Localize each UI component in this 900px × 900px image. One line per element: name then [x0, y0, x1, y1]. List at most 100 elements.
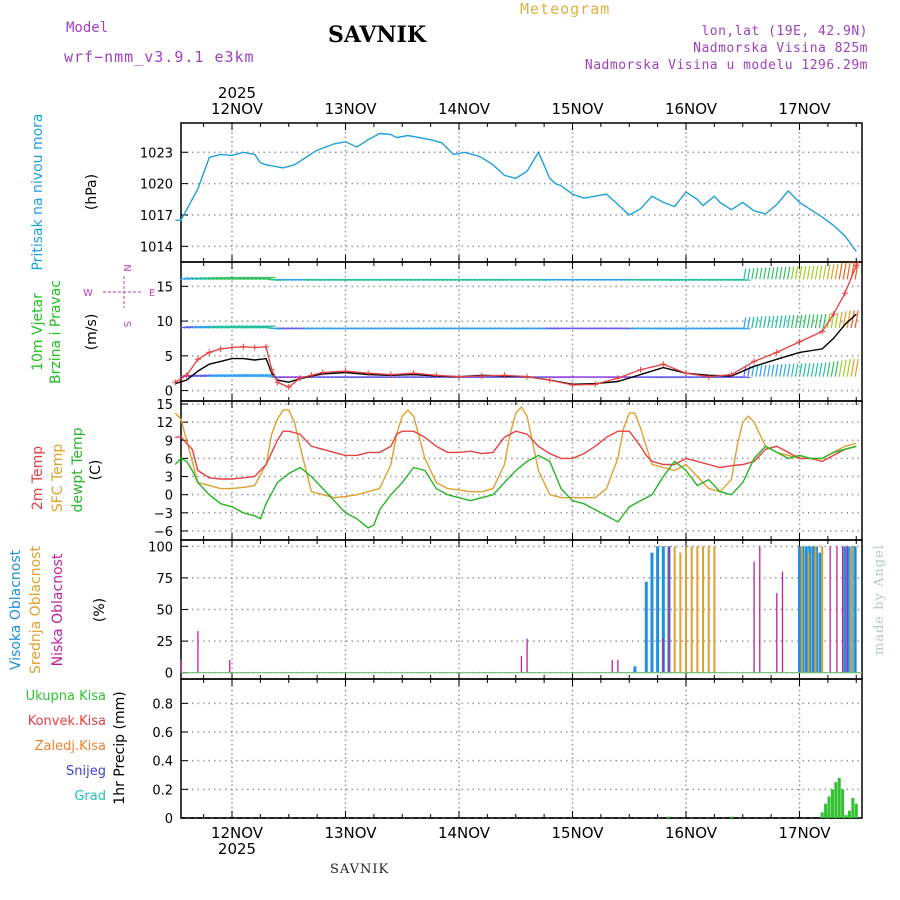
wind-barb [846, 310, 851, 329]
wind-barb [255, 373, 268, 378]
date-label-top: 16NOV [665, 100, 718, 118]
y-tick-label: 0.2 [152, 783, 173, 798]
gust-marker [830, 311, 837, 318]
wind-barb [790, 314, 795, 329]
date-label-bottom: 14NOV [438, 824, 491, 842]
wind-barb [231, 373, 244, 378]
wind-barb [747, 268, 751, 280]
cloud-bar-mid [685, 546, 687, 673]
wind-barb [247, 325, 260, 329]
gust-marker [308, 372, 315, 379]
dewpt-title: dewpt Temp [70, 427, 86, 512]
gust-marker [410, 370, 417, 377]
wind-barb [771, 364, 775, 377]
compass-cross [103, 276, 143, 308]
wind-barb [243, 325, 256, 329]
wind-barb [187, 277, 198, 280]
wind-barb [838, 263, 843, 280]
wind-barb [239, 373, 252, 378]
wind-barb [798, 314, 803, 329]
high-cloud-title: Visoka Oblacnost [8, 549, 24, 670]
wind-barb [786, 266, 791, 280]
wind-barb [219, 276, 232, 280]
wind-barb [251, 276, 264, 280]
wind-barb [211, 276, 224, 280]
wind-barb [798, 265, 803, 280]
wind-barb [763, 364, 767, 377]
wind-barb [195, 374, 207, 378]
gust-marker [728, 371, 735, 378]
gust-marker [433, 372, 440, 379]
wind-barb [263, 325, 276, 329]
wind-barb [247, 373, 260, 378]
precip-bar [844, 815, 848, 818]
precip-bar [824, 803, 828, 818]
wind-barb [755, 316, 759, 329]
gust-marker [773, 349, 780, 356]
year-label-bottom: 2025 [218, 840, 256, 858]
precip-bar [834, 782, 838, 818]
wind-barb [822, 362, 827, 377]
wind-barb [195, 325, 207, 329]
cloud-bar-high [644, 581, 648, 673]
cloud-bar-high [811, 546, 815, 673]
cloud-bar-high [661, 546, 665, 673]
cloud-bar-low [520, 656, 523, 673]
gust-marker [637, 366, 644, 373]
cloud-bar-high [801, 546, 805, 673]
compass-west: W [83, 288, 93, 299]
wind-barb [191, 325, 202, 329]
gust-marker [751, 358, 758, 365]
wind-barb [794, 363, 799, 377]
gust-marker [274, 379, 281, 386]
gust-marker [524, 373, 531, 380]
wind-unit: (m/s) [84, 314, 100, 351]
wind-barb [215, 276, 228, 280]
precip-bar [830, 789, 834, 818]
cloud-bar-mid [707, 546, 710, 673]
gust-marker [841, 290, 848, 297]
wind-barb [219, 325, 232, 329]
y-tick-label: −6 [154, 525, 173, 540]
precip-legend-item: Grad [74, 789, 106, 804]
wind-barb [834, 263, 839, 280]
wind-barb [779, 364, 783, 377]
cloud-bar-mid [814, 546, 817, 673]
pressure-title: Pritisak na nivou mora [30, 113, 46, 270]
gust-marker [819, 328, 826, 335]
gust-marker [194, 356, 201, 363]
wind-barb [779, 315, 783, 329]
wind-barb [207, 325, 220, 329]
date-label-top: 13NOV [324, 100, 377, 118]
cloud-bar-low [781, 571, 784, 673]
cloud-bar-high [815, 546, 819, 673]
wind-barb [739, 278, 751, 281]
wind-barb [251, 325, 264, 329]
wind-barb [747, 316, 751, 329]
wind-barb [806, 314, 811, 329]
gust-marker [229, 344, 235, 351]
cloud-bar-mid [850, 546, 853, 673]
panel-frame [180, 678, 863, 819]
gust-marker [478, 372, 485, 379]
precip-bar [851, 797, 855, 818]
cloud-bar-low [753, 561, 755, 673]
y-tick-label: 12 [156, 416, 173, 431]
wind-barb [814, 265, 819, 280]
wind-barb [199, 374, 211, 378]
y-tick-label: 1017 [140, 209, 173, 224]
precip-unit: 1hr Precip (mm) [112, 691, 128, 804]
wind-barb [187, 325, 198, 329]
gust-marker [183, 372, 190, 379]
cloud-bar-low [668, 546, 670, 673]
wind-barb [806, 363, 811, 377]
gust-marker [263, 343, 270, 350]
gust-marker [387, 371, 394, 378]
wind-barb [834, 361, 839, 377]
wind-barb [806, 265, 811, 280]
temp2m-title: 2m Temp [30, 446, 46, 510]
wind-barb [207, 276, 220, 280]
y-tick-label: 1023 [140, 146, 173, 161]
cloud-bar-mid [713, 546, 716, 673]
wind-barb [818, 314, 823, 329]
